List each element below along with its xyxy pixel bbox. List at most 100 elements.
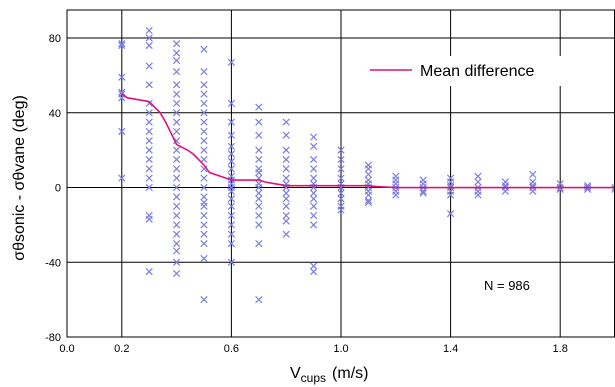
scatter-point: [145, 174, 153, 182]
scatter-point: [282, 202, 290, 210]
legend: Mean difference: [352, 56, 578, 86]
scatter-point: [364, 165, 373, 173]
scatter-point: [309, 142, 318, 151]
y-tick-label: -40: [45, 257, 61, 269]
scatter-layer: [118, 26, 615, 304]
scatter-point: [172, 81, 181, 89]
scatter-point: [282, 118, 290, 126]
x-tick-label: 1.8: [553, 343, 568, 355]
x-tick-label: 1.4: [443, 343, 458, 355]
scatter-point: [255, 155, 263, 164]
scatter-point: [611, 183, 615, 192]
scatter-point: [282, 211, 290, 220]
scatter-point: [419, 187, 427, 195]
scatter-point: [118, 174, 126, 182]
scatter-point: [337, 195, 345, 203]
scatter-point: [200, 45, 208, 53]
scatter-point: [145, 146, 153, 154]
y-tick-label: 80: [49, 33, 61, 45]
scatter-point: [145, 127, 153, 136]
scatter-point: [364, 198, 373, 207]
scatter-point: [337, 146, 345, 154]
scatter-point: [227, 221, 236, 229]
scatter-point: [145, 118, 153, 126]
scatter-point: [227, 118, 236, 126]
scatter-point: [200, 109, 208, 117]
scatter-point: [172, 239, 181, 248]
x-axis-title-main: V: [290, 365, 301, 382]
scatter-point: [446, 210, 455, 218]
scatter-point: [255, 189, 263, 197]
scatter-point: [255, 146, 263, 154]
scatter-point: [172, 183, 181, 192]
scatter-point: [200, 127, 208, 136]
mean-difference-line: [121, 93, 615, 189]
x-axis-title-unit: (m/s): [332, 365, 368, 382]
scatter-point: [145, 41, 153, 50]
scatter-point: [309, 133, 318, 141]
tick-labels: 0.0 0.2 0.6 1.0 1.4 1.8 80 40 0 -40 -80: [45, 33, 568, 355]
scatter-point: [282, 165, 290, 173]
scatter-point: [172, 221, 181, 229]
scatter-point: [145, 137, 153, 145]
scatter-point: [255, 195, 263, 203]
scatter-point: [364, 170, 373, 179]
scatter-point: [255, 296, 263, 304]
scatter-point: [200, 198, 208, 207]
scatter-point: [118, 40, 126, 48]
scatter-point: [172, 247, 181, 255]
scatter-point: [172, 193, 181, 201]
scatter-point: [145, 215, 153, 223]
scatter-point: [419, 189, 427, 197]
scatter-point: [255, 221, 263, 229]
scatter-point: [145, 62, 153, 70]
scatter-point: [282, 230, 290, 238]
scatter-point: [309, 195, 318, 203]
scatter-point: [227, 142, 236, 151]
scatter-point: [309, 174, 318, 182]
scatter-point: [118, 41, 126, 50]
scatter-point: [200, 146, 208, 154]
scatter-point: [227, 150, 236, 158]
scatter-point: [118, 73, 126, 81]
y-axis-title: σθsonic - σθvane (deg): [11, 95, 28, 261]
scatter-point: [200, 211, 208, 220]
scatter-point: [200, 174, 208, 182]
scatter-point: [172, 49, 181, 57]
scatter-point: [172, 68, 181, 76]
scatter-point: [118, 127, 126, 136]
scatter-point: [529, 170, 537, 179]
scatter-point: [172, 109, 181, 117]
scatter-point: [337, 206, 345, 214]
sample-size-annotation: N = 986: [484, 278, 530, 293]
scatter-point: [172, 211, 181, 220]
x-tick-label: 0.0: [59, 343, 74, 355]
scatter-point: [255, 183, 263, 192]
legend-label: Mean difference: [420, 63, 535, 80]
scatter-point: [172, 258, 181, 266]
scatter-point: [282, 146, 290, 154]
scatter-point: [172, 40, 181, 48]
scatter-point: [172, 155, 181, 164]
scatter-point: [337, 189, 345, 197]
scatter-point: [227, 202, 236, 210]
scatter-point: [255, 211, 263, 220]
y-tick-label: 40: [49, 108, 61, 120]
x-axis-title-sub: cups: [301, 371, 326, 385]
scatter-point: [145, 34, 153, 42]
scatter-point: [282, 174, 290, 182]
scatter-point: [309, 267, 318, 276]
scatter-point: [172, 230, 181, 238]
scatter-point: [200, 137, 208, 145]
scatter-point: [255, 168, 263, 177]
scatter-point: [227, 99, 236, 108]
scatter-point: [227, 195, 236, 203]
scatter-point: [337, 174, 345, 182]
x-tick-label: 0.2: [114, 343, 129, 355]
scatter-point: [172, 269, 181, 278]
scatter-point: [227, 157, 236, 165]
scatter-point: [309, 155, 318, 164]
scatter-point: [282, 195, 290, 203]
scatter-point: [145, 26, 153, 35]
